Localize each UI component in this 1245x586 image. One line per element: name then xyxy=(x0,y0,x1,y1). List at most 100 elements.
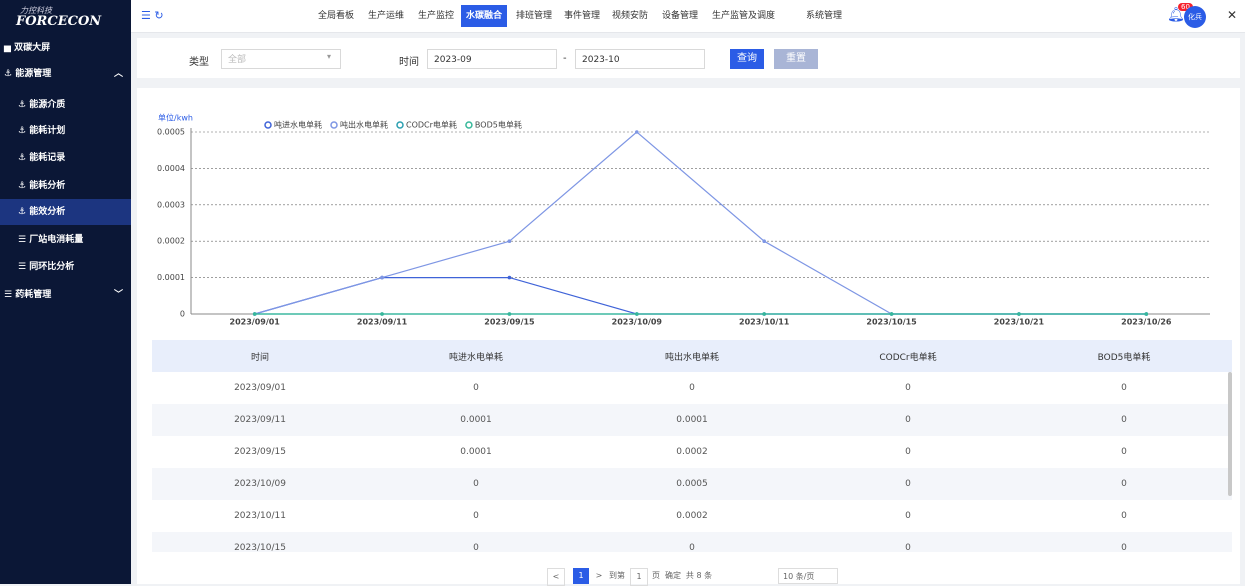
table: 时间 吨进水电单耗 吨出水电单耗 CODCr电单耗 BOD5电单耗 2023/09/01 0… xyxy=(152,340,1232,552)
table-row xyxy=(152,500,1232,532)
menu-item[interactable]: ⚓ 能源介质 xyxy=(18,100,66,110)
close[interactable]: ✕ xyxy=(1227,8,1238,22)
pager-input[interactable]: 1 xyxy=(630,568,648,586)
legend-label: CODCr电单耗 xyxy=(406,120,457,130)
logo-en: FORCECON xyxy=(16,14,102,29)
date-start[interactable]: 2023-09 xyxy=(427,49,557,69)
reset-button[interactable]: 重置 xyxy=(774,49,818,69)
point xyxy=(762,312,766,316)
table-header-bg xyxy=(152,340,1232,372)
table-cell: 2023/09/01 xyxy=(234,383,286,393)
nav-item[interactable]: 排班管理 xyxy=(516,11,553,21)
table-cell: 0 xyxy=(905,415,911,425)
pager-confirm[interactable]: 确定 xyxy=(665,571,681,580)
avatar[interactable]: 化兵 xyxy=(1184,6,1206,28)
x-tick-label: 2023/10/26 xyxy=(1121,318,1172,327)
y-tick-label: 0.0002 xyxy=(157,237,185,246)
header-cell: 吨出水电单耗 xyxy=(664,353,719,363)
legend-marker xyxy=(465,121,473,129)
table-cell: 0 xyxy=(1121,415,1127,425)
menu-item[interactable]: ▅ 双碳大屏 xyxy=(4,43,51,53)
table-cell: 0 xyxy=(1121,543,1127,552)
table-cell: 0 xyxy=(1121,511,1127,521)
point xyxy=(635,312,639,316)
scrollbar[interactable] xyxy=(1228,372,1232,496)
series-line xyxy=(254,277,1147,315)
nav-item[interactable]: 生产运维 xyxy=(368,11,405,21)
table-cell: 0 xyxy=(473,511,479,521)
table-cell: 2023/09/11 xyxy=(234,415,286,425)
nav-item[interactable]: 设备管理 xyxy=(662,11,699,21)
table-cell: 0.0001 xyxy=(460,415,492,425)
x-tick-label: 2023/09/01 xyxy=(230,318,281,327)
pager-size[interactable]: 10 条/页 xyxy=(778,568,838,584)
bell[interactable]: 🔔︎ xyxy=(1167,7,1185,23)
header-cell: 时间 xyxy=(250,353,269,363)
menu-item[interactable]: ⚓ 能耗记录 xyxy=(18,153,66,163)
y-tick-label: 0.0001 xyxy=(157,273,185,282)
y-tick-label: 0.0004 xyxy=(157,164,185,173)
nav-item[interactable]: 系统管理 xyxy=(806,11,843,21)
table-cell: 0.0005 xyxy=(676,479,708,489)
menu-item[interactable]: ⚓ 能源管理 ︿ xyxy=(4,69,123,79)
legend-marker xyxy=(264,121,272,129)
menu-item[interactable]: ☰ 厂站电消耗量 xyxy=(18,235,84,245)
point xyxy=(635,130,639,134)
point xyxy=(889,312,894,316)
pager-page-unit[interactable]: 页 xyxy=(652,571,660,580)
table-row xyxy=(152,372,1232,404)
table-cell: 0 xyxy=(905,383,911,393)
table-cell: 0 xyxy=(1121,479,1127,489)
badge: 60 xyxy=(1178,3,1193,11)
nav-item[interactable]: 视频安防 xyxy=(612,11,649,21)
x-tick-label: 2023/09/15 xyxy=(484,318,535,327)
table-cell: 0 xyxy=(689,543,695,552)
table-cell: 0 xyxy=(473,543,479,552)
table-cell: 0 xyxy=(473,479,479,489)
legend-label: BOD5电单耗 xyxy=(475,120,522,130)
table-cell: 0.0002 xyxy=(676,511,708,521)
menu-item[interactable]: ⚓ 能耗分析 xyxy=(18,181,66,191)
point xyxy=(507,275,512,280)
point xyxy=(507,312,512,316)
y-tick-label: 0 xyxy=(180,310,185,319)
menu-item[interactable]: ⚓ 能耗计划 xyxy=(18,126,66,136)
x-tick-label: 2023/10/11 xyxy=(739,318,790,327)
point xyxy=(380,275,384,280)
sidebar: 力控科技 FORCECON ▅ 双碳大屏 ⚓ 能源管理 ︿ ⚓ 能源介质 ⚓ 能耗计划 ⚓… xyxy=(0,0,131,584)
nav-item[interactable]: 事件管理 xyxy=(564,11,601,21)
legend-marker xyxy=(330,121,338,129)
table-cell: 0 xyxy=(905,543,911,552)
menu-label: 能耗计划 xyxy=(29,126,66,136)
y-tick-label: 0.0005 xyxy=(157,128,185,137)
date-end[interactable]: 2023-10 xyxy=(575,49,705,69)
nav-item[interactable]: 生产监管及调度 xyxy=(712,11,776,21)
menu-label: 能耗记录 xyxy=(29,153,66,163)
menu-icon[interactable]: ☰ ↻ xyxy=(141,9,164,22)
pager-goto[interactable]: 到第 xyxy=(609,571,625,580)
pager-next[interactable]: > xyxy=(595,571,603,580)
table-row xyxy=(152,532,1232,552)
pager-prev[interactable]: < xyxy=(547,568,565,586)
nav-item[interactable]: 水碳融合 xyxy=(461,5,508,27)
menu-item[interactable]: ☰ 同环比分析 xyxy=(18,262,75,272)
menu-item[interactable]: ⚓ 能效分析 xyxy=(0,199,131,225)
table-cell: 0 xyxy=(905,511,911,521)
table-cell: 0.0001 xyxy=(676,415,708,425)
query-button[interactable]: 查询 xyxy=(730,49,764,69)
table-cell: 2023/10/11 xyxy=(234,511,286,521)
menu-item[interactable]: ☰ 药耗管理 ﹀ xyxy=(4,290,123,300)
x-tick-label: 2023/10/15 xyxy=(866,318,917,327)
top-bar: ☰ ↻ 🔔︎ 60 化兵 ✕ 全局看板 生产运维 生产监控 水碳融合 排班管理 事件管理 视… xyxy=(131,0,1245,33)
point xyxy=(1017,312,1021,316)
pager-total[interactable]: 共 8 条 xyxy=(685,571,713,580)
select[interactable]: 全部 xyxy=(221,49,341,69)
table-cell: 0 xyxy=(905,479,911,489)
nav-item[interactable]: 生产监控 xyxy=(418,11,455,21)
chart: 单位/kwh 0 0.0001 0.0002 0.0003 0.0004 0.0005 20… xyxy=(157,113,1210,327)
table-row xyxy=(152,468,1232,500)
x-tick-label: 2023/10/09 xyxy=(612,318,663,327)
table-cell: 2023/09/15 xyxy=(234,447,286,457)
pager-page[interactable]: 1 xyxy=(573,568,589,584)
nav-item[interactable]: 全局看板 xyxy=(318,11,355,21)
